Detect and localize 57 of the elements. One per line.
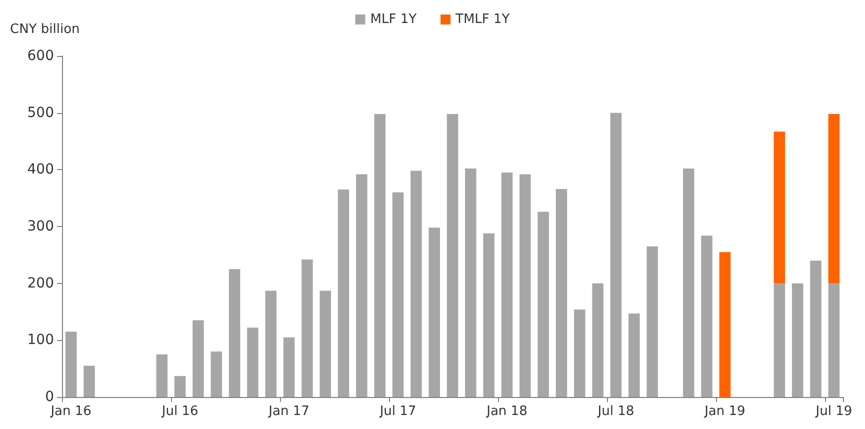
bar <box>210 352 222 397</box>
bar <box>338 190 350 397</box>
bar <box>320 290 331 397</box>
bar <box>810 260 822 397</box>
y-tick-label: 400 <box>27 162 54 178</box>
y-tick-label: 600 <box>27 48 54 64</box>
bar <box>646 246 658 397</box>
bar <box>610 112 622 397</box>
x-tick-label: Jan 17 <box>268 404 310 419</box>
bar <box>465 168 476 397</box>
bar <box>792 283 804 397</box>
y-axis-title: CNY billion <box>10 22 80 37</box>
bar <box>392 192 404 397</box>
bar <box>628 313 640 397</box>
bar <box>774 283 786 397</box>
bar <box>446 114 458 397</box>
bar <box>556 188 568 397</box>
y-tick-label: 100 <box>27 332 54 348</box>
bar <box>374 114 386 397</box>
bar <box>174 376 186 397</box>
bar <box>682 168 694 397</box>
x-tick-label: Jan 18 <box>486 404 528 419</box>
legend-label: TMLF 1Y <box>454 12 510 27</box>
bar <box>65 332 77 397</box>
bar <box>410 170 422 397</box>
y-tick-label: 500 <box>27 104 54 121</box>
y-tick-label: 0 <box>45 389 54 405</box>
x-tick-label: Jan 19 <box>704 404 746 419</box>
bar <box>774 132 786 284</box>
bar <box>428 228 440 397</box>
bar <box>192 320 204 397</box>
legend-label: MLF 1Y <box>370 12 417 27</box>
bar <box>592 283 604 397</box>
x-tick-label: Jul 16 <box>160 404 198 419</box>
x-tick-label: Jul 18 <box>596 404 634 419</box>
bar <box>302 259 313 397</box>
bar <box>828 283 840 397</box>
y-tick-label: 200 <box>27 275 54 292</box>
bar <box>574 309 586 397</box>
bar <box>228 269 240 397</box>
bar <box>483 233 494 397</box>
x-tick-label: Jan 16 <box>50 404 92 419</box>
bar <box>247 328 258 397</box>
bar <box>538 212 549 397</box>
bar <box>501 172 513 397</box>
bar <box>283 337 295 397</box>
bar <box>520 174 531 397</box>
bar <box>265 290 277 397</box>
x-tick-label: Jul 17 <box>378 404 416 419</box>
bar <box>84 366 95 397</box>
bar <box>156 354 168 397</box>
bar <box>828 114 840 284</box>
bar <box>719 252 731 397</box>
bar <box>701 236 712 397</box>
y-tick-label: 300 <box>27 218 54 234</box>
bar <box>356 174 368 397</box>
x-tick-label: Jul 19 <box>814 404 852 419</box>
